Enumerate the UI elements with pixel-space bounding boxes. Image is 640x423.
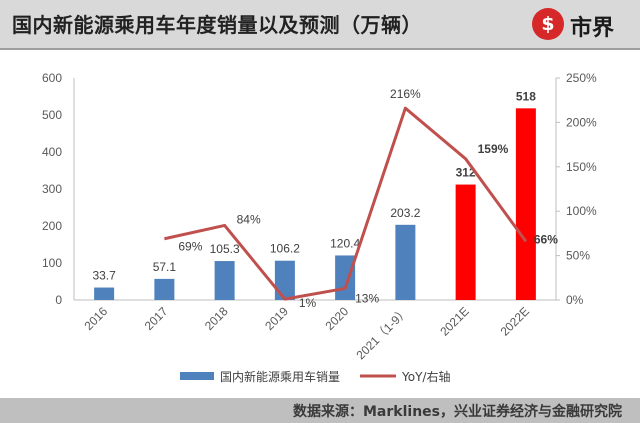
- y-right-tick-label: 50%: [566, 249, 590, 263]
- bar-value-label: 203.2: [390, 206, 420, 220]
- yoy-value-label: 1%: [299, 296, 317, 310]
- yoy-line: [164, 106, 528, 301]
- bar-value-label: 57.1: [153, 260, 177, 274]
- y-left-tick-label: 0: [55, 293, 62, 307]
- x-tick-label: 2021E: [437, 304, 471, 338]
- source-bar: 数据来源：Marklines，兴业证券经济与金融研究院: [0, 398, 640, 423]
- y-right-tick-label: 100%: [566, 204, 597, 218]
- bar: [154, 278, 175, 300]
- legend-bar-label: 国内新能源乘用车销量: [220, 369, 340, 384]
- x-tick-label: 2016: [81, 304, 110, 333]
- y-left-tick-label: 200: [42, 219, 62, 233]
- yoy-value-label: 13%: [355, 291, 379, 305]
- bar-value-label: 105.3: [210, 242, 240, 256]
- bar-value-label: 33.7: [92, 269, 116, 283]
- yoy-value-label: 84%: [237, 212, 261, 226]
- logo-dollar-icon: $: [532, 8, 564, 40]
- x-tick-label: 2018: [202, 304, 231, 333]
- x-tick-label: 2021（1-9）: [353, 304, 411, 362]
- x-tick-label: 2020: [322, 304, 351, 333]
- bar-value-label: 312: [456, 166, 476, 180]
- yoy-value-label: 69%: [178, 240, 202, 254]
- bar: [335, 255, 356, 300]
- header-divider: [0, 48, 640, 50]
- y-right-tick-label: 200%: [566, 115, 597, 129]
- chart-title: 国内新能源乘用车年度销量以及预测（万辆）: [12, 13, 422, 37]
- legend-line-label: YoY/右轴: [401, 369, 450, 384]
- y-left-tick-label: 500: [42, 108, 62, 122]
- x-tick-label: 2022E: [498, 304, 532, 338]
- bar-value-label: 518: [516, 89, 536, 103]
- y-right-tick-label: 250%: [566, 71, 597, 85]
- bar-value-label: 106.2: [270, 242, 300, 256]
- bar: [455, 184, 476, 300]
- bar: [94, 287, 115, 300]
- yoy-value-label: 216%: [390, 87, 421, 101]
- yoy-value-label: 66%: [534, 232, 558, 246]
- logo-text: 市界: [570, 16, 615, 41]
- source-note: 数据来源：Marklines，兴业证券经济与金融研究院: [293, 404, 622, 420]
- y-right-tick-label: 0%: [566, 293, 584, 307]
- y-left-tick-label: 400: [42, 145, 62, 159]
- y-left-tick-label: 300: [42, 182, 62, 196]
- bar: [515, 108, 536, 300]
- bar: [395, 224, 416, 300]
- bar-value-label: 120.4: [330, 236, 360, 250]
- y-left-tick-label: 600: [42, 71, 62, 85]
- bar: [214, 261, 235, 300]
- x-tick-label: 2017: [142, 304, 171, 333]
- y-right-tick-label: 150%: [566, 160, 597, 174]
- bar: [274, 260, 295, 300]
- yoy-value-label: 159%: [478, 142, 509, 156]
- combo-chart: 0 100 200 300 400 500 600 0% 50% 100% 150% 200% 250%…: [42, 71, 597, 384]
- x-tick-label: 2019: [262, 304, 291, 333]
- legend-bar-swatch: [180, 372, 214, 380]
- brand-logo: $ 市界: [532, 8, 636, 41]
- y-left-tick-label: 100: [42, 256, 62, 270]
- title-bar: 国内新能源乘用车年度销量以及预测（万辆） $ 市界: [0, 0, 640, 48]
